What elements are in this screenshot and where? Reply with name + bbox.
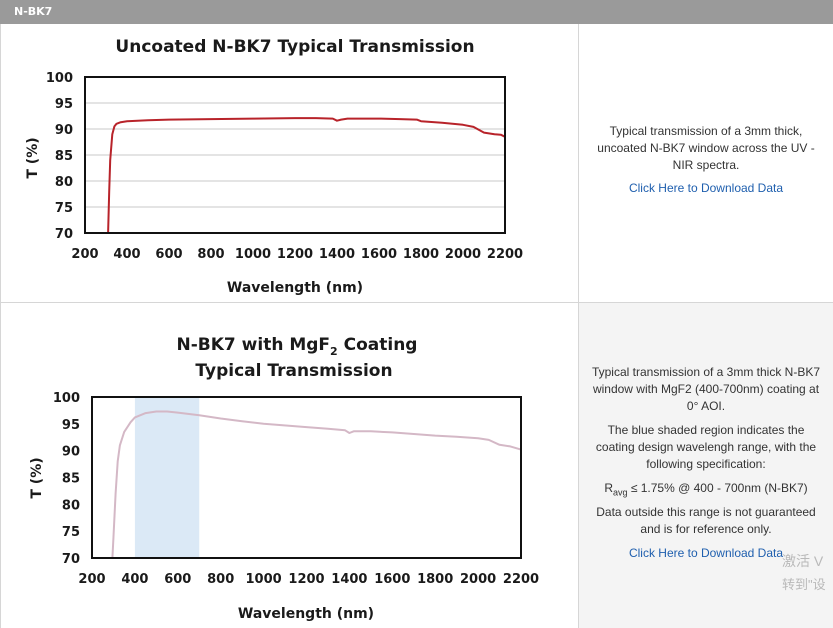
x-tick-label: 1200 [288, 572, 324, 587]
transmission-series-line [111, 410, 522, 559]
x-tick-label: 2200 [487, 247, 523, 262]
section-title: N-BK7 [14, 5, 53, 18]
y-tick-label: 80 [62, 498, 80, 513]
x-tick-label: 600 [155, 247, 182, 262]
x-tick-label: 1200 [277, 247, 313, 262]
chart-title-main: N-BK7 with MgF [177, 335, 331, 355]
y-tick-label: 90 [55, 123, 73, 138]
chart-title: Uncoated N-BK7 Typical Transmission [115, 37, 474, 57]
y-tick-label: 75 [55, 201, 73, 216]
x-tick-label: 400 [121, 572, 148, 587]
y-tick-label: 95 [55, 97, 73, 112]
x-tick-label: 1800 [417, 572, 453, 587]
y-tick-label: 85 [55, 149, 73, 164]
section-header: N-BK7 [0, 0, 833, 24]
y-tick-label: 100 [46, 71, 73, 86]
y-tick-label: 70 [62, 552, 80, 567]
y-axis-label: T (%) [29, 457, 45, 498]
chart-title-subscript: 2 [330, 345, 338, 358]
uncoated-description: Typical transmission of a 3mm thick, unc… [597, 124, 815, 172]
coating-spec: Ravg ≤ 1.75% @ 400 - 700nm (N-BK7) [589, 480, 823, 501]
x-tick-label: 400 [113, 247, 140, 262]
chart-title-suffix: Coating [338, 335, 418, 355]
y-tick-label: 85 [62, 472, 80, 487]
transmission-series-line [107, 117, 506, 234]
uncoated-row: Uncoated N-BK7 Typical Transmission 70 75… [0, 24, 833, 302]
x-tick-label: 2000 [445, 247, 481, 262]
x-tick-label: 200 [78, 572, 105, 587]
x-tick-label: 800 [197, 247, 224, 262]
coated-description: Typical transmission of a 3mm thick N-BK… [591, 365, 821, 413]
x-tick-label: 1000 [235, 247, 271, 262]
spec-subscript: avg [612, 487, 628, 498]
y-tick-label: 95 [62, 418, 80, 433]
spec-symbol: R [604, 481, 613, 495]
plot-frame [84, 76, 506, 234]
y-axis-label: T (%) [25, 137, 41, 178]
y-tick-label: 75 [62, 525, 80, 540]
x-axis-label: Wavelength (nm) [227, 280, 363, 296]
chart-title-line2: Typical Transmission [195, 361, 392, 381]
disclaimer: Data outside this range is not guarantee… [596, 505, 816, 536]
x-axis-label: Wavelength (nm) [238, 606, 374, 622]
coating-range-shade [134, 397, 200, 558]
x-tick-label: 1400 [319, 247, 355, 262]
x-tick-label: 1400 [331, 572, 367, 587]
y-tick-label: 70 [55, 227, 73, 242]
uncoated-info-cell: Typical transmission of a 3mm thick, unc… [579, 24, 833, 302]
y-tick-label: 90 [62, 445, 80, 460]
y-tick-label: 100 [53, 391, 80, 406]
x-tick-label: 800 [207, 572, 234, 587]
x-tick-label: 200 [71, 247, 98, 262]
x-tick-label: 1600 [374, 572, 410, 587]
coated-chart-cell: N-BK7 with MgF2 Coating Typical Transmis… [0, 303, 579, 628]
shade-note: The blue shaded region indicates the coa… [595, 423, 817, 471]
x-tick-label: 2000 [460, 572, 496, 587]
coated-chart: N-BK7 with MgF2 Coating Typical Transmis… [29, 335, 539, 622]
uncoated-chart-cell: Uncoated N-BK7 Typical Transmission 70 75… [0, 24, 579, 302]
coated-info-cell: Typical transmission of a 3mm thick N-BK… [579, 303, 833, 628]
x-tick-label: 1000 [246, 572, 282, 587]
watermark-line2: 转到"设 [782, 577, 826, 592]
download-data-link[interactable]: Click Here to Download Data [628, 546, 784, 560]
download-data-link[interactable]: Click Here to Download Data [628, 181, 784, 195]
watermark-line1: 激活 V [782, 553, 824, 569]
plot-frame [91, 396, 522, 559]
x-tick-label: 2200 [503, 572, 539, 587]
coated-row: N-BK7 with MgF2 Coating Typical Transmis… [0, 302, 833, 628]
x-tick-label: 600 [164, 572, 191, 587]
x-tick-label: 1600 [361, 247, 397, 262]
uncoated-chart: Uncoated N-BK7 Typical Transmission 70 75… [25, 37, 523, 296]
chart-title: N-BK7 with MgF2 Coating [177, 335, 418, 358]
x-tick-label: 1800 [403, 247, 439, 262]
spec-value: ≤ 1.75% @ 400 - 700nm (N-BK7) [627, 481, 808, 495]
y-tick-label: 80 [55, 175, 73, 190]
